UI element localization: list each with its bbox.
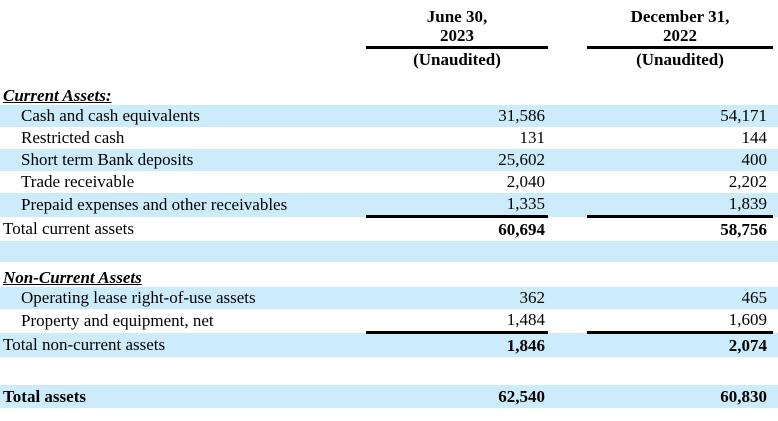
header-spacer-row <box>0 70 778 86</box>
balance-sheet-table: June 30, 2023 December 31, 2022 (Unaudit… <box>0 0 778 408</box>
cell-2022: 144 <box>741 128 768 147</box>
header-empty-cell <box>0 0 366 48</box>
unaudited-note-2022: (Unaudited) <box>636 49 724 69</box>
table-row-operating-lease-right-of-use-assets: Operating lease right-of-use assets 362 … <box>0 287 778 309</box>
column-gap <box>548 0 587 48</box>
section-heading-non-current-assets-row: Non-Current Assets <box>0 262 778 287</box>
cell-2023: 1,335 <box>366 193 548 218</box>
table-row-trade-receivable: Trade receivable 2,040 2,202 <box>0 171 778 193</box>
table-row-cash-and-cash-equivalents: Cash and cash equivalents 31,586 54,171 <box>0 105 778 127</box>
table-row-property-and-equipment-net: Property and equipment, net 1,484 1,609 <box>0 309 778 334</box>
cell-2022: 60,830 <box>587 385 773 408</box>
section-heading-non-current-assets: Non-Current Assets <box>3 268 142 287</box>
section-heading-current-assets-row: Current Assets: <box>0 86 778 105</box>
cell-label: Restricted cash <box>21 128 125 147</box>
cell-label: Prepaid expenses and other receivables <box>0 193 366 217</box>
cell-label: Short term Bank deposits <box>0 149 366 171</box>
cell-2023: 131 <box>519 128 546 147</box>
cell-2023: 1,484 <box>366 309 548 334</box>
col-header-december-31-2022: December 31, 2022 <box>587 0 773 49</box>
cell-label: Operating lease right-of-use assets <box>0 287 366 309</box>
cell-2023: 25,602 <box>366 149 548 171</box>
date-header-row: June 30, 2023 December 31, 2022 <box>0 0 778 49</box>
cell-label: Property and equipment, net <box>21 310 214 330</box>
spacer-row <box>0 241 778 262</box>
cell-label: Trade receivable <box>21 172 135 191</box>
cell-label: Total non-current assets <box>0 332 366 357</box>
unaudited-note-2023: (Unaudited) <box>413 49 501 69</box>
cell-2022: 54,171 <box>587 105 773 127</box>
cell-2022: 1,609 <box>587 309 773 334</box>
cell-2022: 1,839 <box>587 193 773 218</box>
table-row-short-term-bank-deposits: Short term Bank deposits 25,602 400 <box>0 149 778 171</box>
cell-2023: 62,540 <box>366 385 548 408</box>
cell-2023: 362 <box>366 287 548 309</box>
table-row-total-non-current-assets: Total non-current assets 1,846 2,074 <box>0 332 778 357</box>
cell-2022: 2,202 <box>728 172 767 191</box>
table-row-prepaid-expenses: Prepaid expenses and other receivables 1… <box>0 193 778 218</box>
date-line-2: 2023 <box>440 26 474 45</box>
right-margin <box>773 0 778 48</box>
table-row-total-current-assets: Total current assets 60,694 58,756 <box>0 217 778 242</box>
cell-2022: 465 <box>587 287 773 309</box>
col-header-june-30-2023: June 30, 2023 <box>366 0 548 49</box>
cell-label: Cash and cash equivalents <box>0 105 366 127</box>
table-row-total-assets: Total assets 62,540 60,830 <box>0 385 778 408</box>
cell-2023: 2,040 <box>506 172 545 191</box>
cell-2022: 58,756 <box>720 220 767 239</box>
section-heading-current-assets: Current Assets: <box>3 86 112 105</box>
cell-label: Total assets <box>0 385 366 408</box>
date-line-1: December 31, <box>630 7 730 26</box>
cell-2022: 2,074 <box>587 332 773 357</box>
spacer-row <box>0 357 778 385</box>
cell-2023: 1,846 <box>366 332 548 357</box>
date-line-1: June 30, <box>426 7 488 26</box>
table-row-restricted-cash: Restricted cash 131 144 <box>0 127 778 149</box>
unaudited-row: (Unaudited) (Unaudited) <box>0 48 778 71</box>
cell-2022: 400 <box>587 149 773 171</box>
cell-label: Total current assets <box>3 219 134 239</box>
date-line-2: 2022 <box>663 26 697 45</box>
cell-2023: 31,586 <box>366 105 548 127</box>
cell-2023: 60,694 <box>498 220 545 239</box>
